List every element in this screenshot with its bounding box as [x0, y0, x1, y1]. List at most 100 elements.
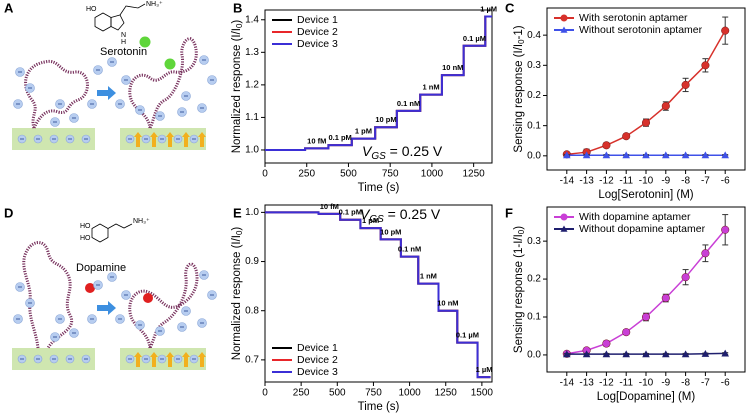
x-tick-label: -10: [639, 176, 654, 187]
y-tick-label: 1.0: [245, 145, 259, 156]
marker: [661, 293, 670, 303]
x-tick-label: -12: [599, 176, 614, 187]
y-axis-label-sub: 0: [517, 39, 526, 44]
x-tick-label: -11: [619, 176, 633, 187]
legend-marker: [560, 225, 568, 232]
x-tick-label: -7: [701, 378, 710, 389]
marker: [641, 118, 651, 127]
marker: [681, 350, 690, 358]
marker: [602, 151, 611, 159]
marker: [602, 141, 611, 150]
y-tick-label: 0.3: [527, 236, 541, 247]
x-tick-label: 500: [329, 388, 346, 399]
molecule-ring: [91, 223, 109, 243]
arrow: [97, 301, 116, 315]
y-tick-label: 0.0: [527, 150, 541, 161]
aptamer: [128, 262, 199, 349]
signal-arrow: [182, 132, 190, 147]
y-axis-label-sub: 0: [235, 230, 244, 235]
x-tick-label: -8: [681, 378, 690, 389]
molecule-name: Serotonin: [100, 46, 147, 58]
x-tick-label: 1000: [421, 169, 444, 180]
marker: [721, 26, 730, 35]
marker: [582, 151, 591, 159]
target-molecule: [164, 58, 176, 70]
plot-frame: [264, 204, 493, 383]
y-axis-label-text: Normalized response (I/I: [231, 235, 243, 360]
x-tick-label: -7: [701, 176, 710, 187]
x-tick-label: 500: [340, 169, 357, 180]
panel-letter: E: [233, 205, 242, 220]
x-tick-label: 750: [382, 169, 399, 180]
y-tick-label: 0.8: [245, 305, 259, 316]
step-annotation: 10 nM: [437, 299, 458, 308]
signal-arrow: [198, 132, 206, 147]
series-line: [566, 30, 726, 156]
x-tick-label: -9: [661, 378, 670, 389]
y-axis-label-end: ): [231, 20, 243, 24]
panel-letter: F: [505, 205, 513, 220]
x-axis-label: Log[Dopamine] (M): [597, 391, 696, 403]
x-tick-label: -14: [560, 176, 575, 187]
marker: [642, 151, 650, 159]
step-annotation: 10 nM: [442, 63, 463, 72]
signal-arrow: [150, 132, 158, 147]
x-tick-label: -11: [619, 378, 633, 389]
panel-letter: B: [233, 0, 242, 15]
target-molecule: [85, 283, 95, 293]
panel-letter: A: [4, 0, 14, 15]
x-tick-label: -8: [681, 176, 690, 187]
marker: [662, 151, 670, 159]
y-tick-label: 0.7: [245, 355, 259, 366]
y-tick-label: 1.4: [245, 14, 259, 25]
marker: [681, 273, 690, 282]
x-tick-label: -12: [599, 378, 614, 389]
series-line: [265, 15, 492, 151]
step-annotation: 10 fM: [307, 136, 326, 145]
marker: [641, 312, 651, 322]
y-axis-label-end: ): [513, 226, 525, 230]
marker: [681, 80, 690, 89]
atom-label: NH₃⁺: [133, 218, 150, 225]
legend-label: Device 2: [297, 354, 338, 366]
condition-subscript: GS: [369, 214, 384, 225]
y-tick-label: 0.1: [527, 120, 541, 131]
step-annotation: 10 fM: [320, 202, 339, 211]
x-tick-label: 250: [293, 388, 310, 399]
y-tick-label: 0.3: [527, 60, 541, 71]
step-annotation: 0.1 µM: [456, 331, 479, 340]
signal-arrow: [198, 352, 206, 367]
condition-symbol: V: [360, 206, 371, 222]
y-tick-label: 0.0: [527, 350, 541, 361]
marker: [662, 350, 670, 358]
marker: [642, 350, 650, 358]
marker: [622, 328, 631, 337]
step-annotation: 0.1 pM: [339, 208, 362, 217]
step-annotation: 0.1 nM: [398, 245, 421, 254]
y-tick-label: 1.2: [245, 80, 259, 91]
step-annotation: 10 pM: [375, 115, 396, 124]
y-axis-label-end: -1): [513, 25, 525, 39]
y-tick-label: 0.2: [527, 90, 541, 101]
y-axis-label-end: ): [231, 227, 243, 231]
y-tick-label: 0.1: [527, 312, 541, 323]
target-molecule: [143, 293, 153, 303]
condition-value: = 0.25 V: [384, 206, 441, 222]
atom-label: NH₃⁺: [146, 1, 163, 8]
step-annotation: 1 pM: [355, 127, 372, 136]
step-annotation: 0.1 µM: [463, 34, 486, 43]
molecule-ring: [94, 12, 112, 32]
signal-arrow: [166, 132, 174, 147]
atom-label: H: [121, 39, 126, 46]
panel-letter: C: [505, 0, 515, 15]
step-annotation: 1 µM: [476, 365, 493, 374]
molecule-ring: [110, 14, 125, 31]
y-axis-label: Normalized response (I/I0): [231, 20, 244, 154]
x-tick-label: -13: [579, 378, 594, 389]
marker: [701, 61, 710, 70]
atom-label: HO: [80, 235, 91, 242]
y-axis-label-text: Sensing response (1-I/I: [513, 234, 525, 353]
x-tick-label: -10: [639, 378, 654, 389]
series-line: [265, 211, 491, 379]
x-tick-label: -9: [661, 176, 670, 187]
